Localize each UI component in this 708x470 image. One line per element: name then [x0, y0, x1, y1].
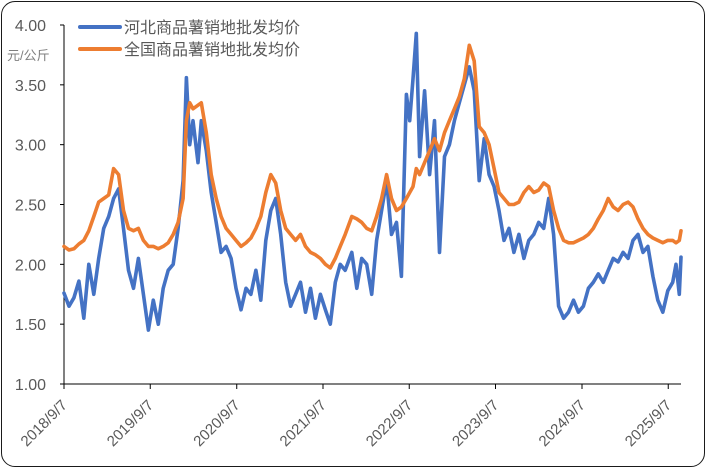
y-tick-label: 3.00 [15, 138, 46, 155]
legend-label: 河北商品薯销地批发均价 [124, 19, 300, 37]
y-tick-label: 1.50 [15, 317, 46, 334]
x-tick-label: 2019/9/7 [104, 397, 157, 450]
y-tick-label: 2.00 [15, 257, 46, 274]
axes [60, 24, 681, 389]
x-tick-label: 2023/9/7 [449, 397, 502, 450]
x-tick-label: 2022/9/7 [363, 397, 416, 450]
x-tick-label: 2024/9/7 [536, 397, 589, 450]
x-tick-label: 2020/9/7 [190, 397, 243, 450]
series-lines [62, 31, 683, 332]
y-tick-labels: 1.00 1.50 2.00 2.50 3.00 3.50 4.00 [15, 18, 46, 394]
x-tick-labels: 2018/9/7 2019/9/7 2020/9/7 2021/9/7 2022/9/7… [18, 397, 676, 450]
x-tick-label: 2025/9/7 [622, 397, 675, 450]
y-axis-unit-label: 元/公斤 [7, 48, 50, 63]
y-tick-label: 2.50 [15, 198, 46, 215]
series-line-national [62, 43, 683, 270]
series-line-hebei [62, 31, 683, 332]
x-tick-label: 2018/9/7 [18, 397, 71, 450]
y-tick-label: 1.00 [15, 377, 46, 394]
x-tick-label: 2021/9/7 [277, 397, 330, 450]
y-tick-label: 4.00 [15, 18, 46, 35]
y-tick-label: 3.50 [15, 78, 46, 95]
legend-label: 全国商品薯销地批发均价 [124, 41, 300, 59]
